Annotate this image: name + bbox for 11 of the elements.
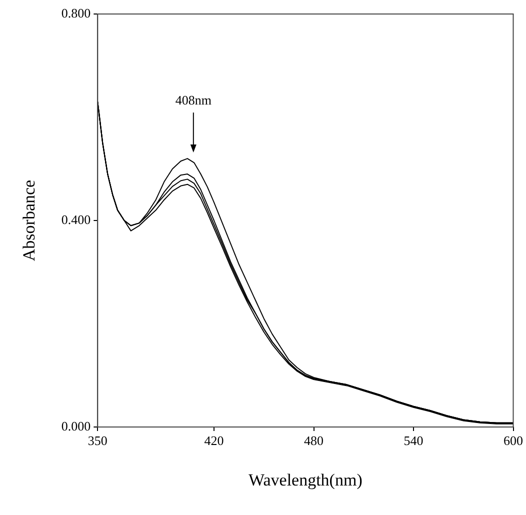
y-tick-label: 0.800 [61,5,91,20]
y-axis-title: Absorbance [20,180,39,262]
x-tick-label: 350 [88,433,108,448]
x-tick-label: 420 [204,433,224,448]
y-tick-label: 0.400 [61,212,91,227]
y-tick-label: 0.000 [61,418,91,434]
x-tick-label: 540 [404,433,424,448]
x-tick-label: 480 [304,433,324,448]
annotation: 408nm [175,92,212,108]
x-axis-title: Wavelength(nm) [248,470,362,490]
x-tick-label: 600 [504,433,523,448]
